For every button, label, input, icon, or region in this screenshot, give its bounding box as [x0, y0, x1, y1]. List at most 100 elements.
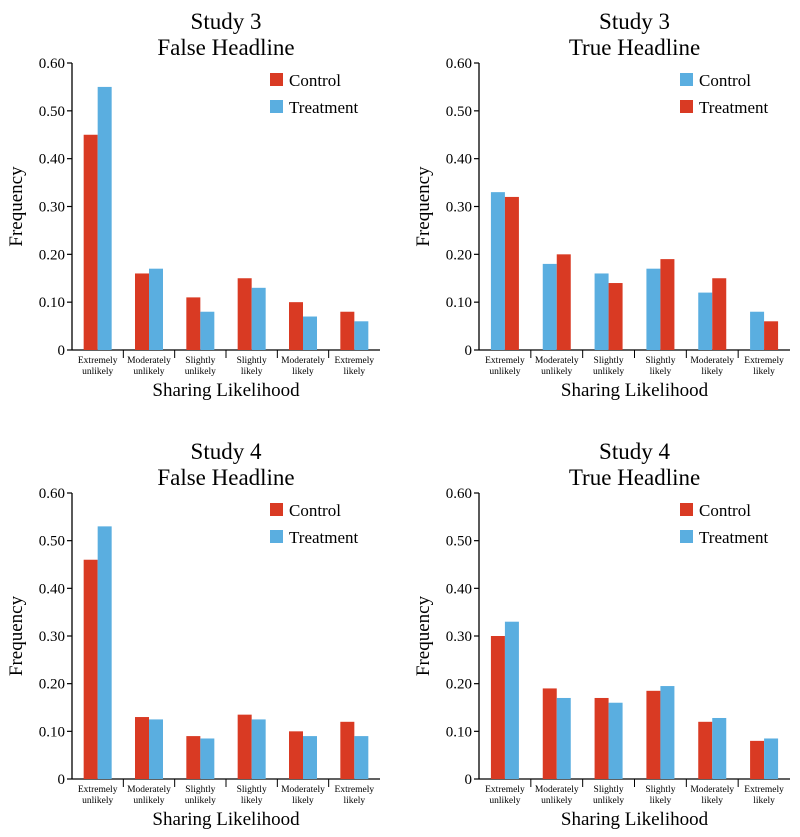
- x-tick-label: likely: [241, 367, 263, 377]
- bar-control: [83, 134, 98, 350]
- x-tick-label: unlikely: [489, 796, 520, 806]
- x-tick-label: Moderately: [690, 785, 734, 795]
- bar-treatment: [712, 278, 727, 350]
- x-tick-label: unlikely: [489, 367, 520, 377]
- x-tick-label: Extremely: [485, 785, 525, 795]
- x-tick-label: Extremely: [485, 356, 525, 366]
- x-tick-label: Extremely: [78, 785, 118, 795]
- y-tick-label: 0.30: [446, 629, 472, 645]
- y-tick-label: 0.20: [446, 677, 472, 693]
- x-axis-label: Sharing Likelihood: [152, 380, 300, 401]
- bar-control: [289, 302, 303, 350]
- legend-label-control: Control: [699, 501, 751, 520]
- x-tick-label: Slightly: [185, 356, 215, 366]
- x-tick-label: likely: [701, 796, 723, 806]
- y-tick-label: 0.20: [39, 677, 65, 693]
- legend-label-treatment: Treatment: [699, 528, 769, 547]
- x-tick-label: unlikely: [593, 796, 624, 806]
- y-tick-label: 0.60: [446, 486, 472, 502]
- x-tick-label: likely: [344, 367, 366, 377]
- x-axis-label: Sharing Likelihood: [561, 380, 709, 401]
- y-tick-label: 0: [58, 772, 66, 788]
- x-tick-label: likely: [753, 367, 775, 377]
- bar-treatment: [764, 321, 779, 350]
- x-tick-label: unlikely: [185, 367, 216, 377]
- x-tick-label: unlikely: [82, 367, 113, 377]
- bar-treatment: [354, 321, 369, 350]
- bar-treatment: [712, 717, 727, 779]
- legend-label-control: Control: [289, 71, 341, 90]
- legend-swatch-treatment: [270, 100, 283, 113]
- y-tick-label: 0.40: [446, 581, 472, 597]
- bar-treatment: [200, 738, 215, 779]
- bar-control: [490, 192, 505, 350]
- chart-title: Study 4: [599, 439, 670, 464]
- x-tick-label: likely: [701, 367, 723, 377]
- bar-treatment: [149, 268, 163, 350]
- bar-control: [542, 688, 557, 779]
- x-axis-label: Sharing Likelihood: [561, 809, 709, 830]
- bar-treatment: [504, 621, 519, 779]
- y-tick-label: 0.50: [446, 104, 472, 120]
- x-tick-label: Slightly: [185, 785, 215, 795]
- legend-swatch-treatment: [270, 530, 283, 543]
- chart-title: Study 3: [599, 9, 670, 34]
- y-tick-label: 0.10: [39, 295, 65, 311]
- x-tick-label: Extremely: [744, 356, 784, 366]
- x-tick-label: Moderately: [127, 785, 171, 795]
- legend-label-treatment: Treatment: [699, 98, 769, 117]
- y-tick-label: 0.60: [39, 56, 65, 72]
- legend-swatch-control: [680, 503, 693, 516]
- x-tick-label: likely: [753, 796, 775, 806]
- y-axis-label: Frequency: [413, 595, 434, 676]
- bar-treatment: [504, 196, 519, 350]
- y-tick-label: 0: [58, 343, 66, 359]
- chart-subtitle: False Headline: [157, 465, 294, 490]
- x-tick-label: unlikely: [185, 796, 216, 806]
- y-tick-label: 0.10: [446, 295, 472, 311]
- y-tick-label: 0.30: [39, 200, 65, 216]
- bar-treatment: [251, 287, 266, 350]
- x-tick-label: Extremely: [744, 785, 784, 795]
- x-tick-label: Slightly: [594, 356, 624, 366]
- bar-treatment: [608, 283, 623, 350]
- bar-control: [340, 721, 355, 779]
- chart-subtitle: True Headline: [569, 465, 700, 490]
- x-tick-label: Slightly: [645, 356, 675, 366]
- legend-swatch-control: [680, 73, 693, 86]
- bar-control: [646, 268, 661, 350]
- y-axis-label: Frequency: [6, 595, 27, 676]
- bar-treatment: [149, 719, 163, 779]
- chart-title: Study 3: [191, 9, 262, 34]
- x-tick-label: Moderately: [281, 356, 325, 366]
- x-tick-label: likely: [241, 796, 263, 806]
- x-tick-label: unlikely: [133, 796, 164, 806]
- y-tick-label: 0.20: [39, 247, 65, 263]
- bar-treatment: [97, 86, 112, 351]
- legend-label-control: Control: [289, 501, 341, 520]
- legend-swatch-treatment: [680, 100, 693, 113]
- x-tick-label: Moderately: [690, 356, 734, 366]
- legend-label-control: Control: [699, 71, 751, 90]
- y-tick-label: 0.10: [446, 724, 472, 740]
- x-tick-label: Slightly: [645, 785, 675, 795]
- chart-subtitle: False Headline: [157, 35, 294, 60]
- x-tick-label: Slightly: [237, 356, 267, 366]
- x-tick-label: Slightly: [237, 785, 267, 795]
- bar-treatment: [97, 526, 112, 779]
- bar-control: [186, 736, 201, 779]
- bar-control: [750, 311, 765, 350]
- bar-control: [289, 731, 303, 779]
- bar-treatment: [200, 311, 215, 350]
- legend-swatch-control: [270, 503, 283, 516]
- legend-swatch-control: [270, 73, 283, 86]
- x-tick-label: Slightly: [594, 785, 624, 795]
- bar-treatment: [251, 719, 266, 779]
- x-tick-label: Moderately: [127, 356, 171, 366]
- bar-control: [237, 278, 252, 350]
- y-tick-label: 0: [465, 343, 473, 359]
- y-tick-label: 0.40: [446, 152, 472, 168]
